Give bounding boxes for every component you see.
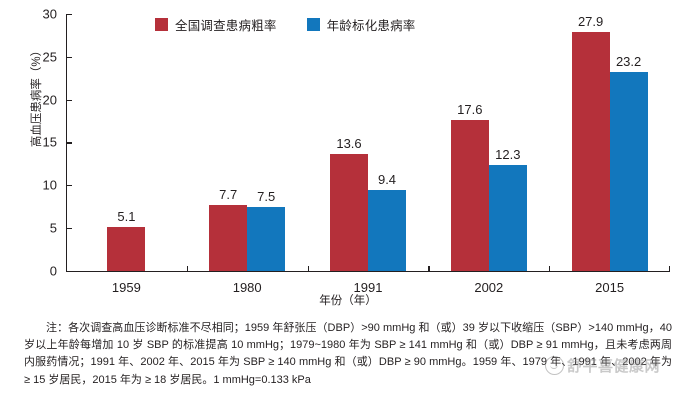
- y-axis-tick-label: 5: [49, 220, 57, 236]
- bar: 7.5: [247, 189, 286, 271]
- x-axis-tick: [549, 266, 551, 272]
- bar-value-label: 12.3: [495, 147, 521, 163]
- bar-value-label: 13.6: [336, 136, 362, 152]
- y-axis-tick-label: 30: [42, 6, 57, 22]
- bar-value-label: 27.9: [577, 13, 604, 29]
- y-axis-tick-label: 25: [42, 49, 57, 65]
- bar: 23.2: [609, 54, 648, 271]
- bar: 9.4: [368, 172, 406, 271]
- y-axis-tick-label: 10: [42, 177, 57, 193]
- bar: 5.1: [107, 209, 146, 271]
- bar-value-label: 9.4: [377, 172, 397, 188]
- chart-footnote: 注：各次调查高血压诊断标准不尽相同；1959 年舒张压（DBP）>90 mmHg…: [24, 320, 672, 389]
- y-axis-tick: [66, 142, 72, 144]
- y-axis-tick: [66, 185, 72, 187]
- legend-label-age-standardized-rate: 年龄标化患病率: [326, 19, 416, 33]
- bar: 7.7: [209, 187, 248, 271]
- x-axis-tick-label: 2002: [474, 280, 504, 295]
- bar-value-label: 5.1: [117, 209, 136, 225]
- y-axis-tick: [66, 99, 72, 101]
- bar-value-label: 7.5: [257, 188, 276, 204]
- x-axis-title: 年份（年）: [319, 295, 377, 307]
- x-axis-line: [66, 270, 670, 272]
- legend-swatch-age-standardized-rate: [306, 18, 320, 31]
- bar-value-label: 23.2: [615, 54, 642, 70]
- y-axis-tick: [66, 270, 72, 272]
- x-axis-tick-label: 1959: [111, 280, 141, 295]
- x-axis-tick-label: 1980: [232, 280, 262, 295]
- y-axis-tick-label: 0: [49, 263, 57, 279]
- x-axis-tick-label: 1991: [353, 280, 383, 295]
- legend-item-age-standardized-rate: 年龄标化患病率: [306, 15, 416, 34]
- x-axis-tick: [186, 266, 189, 272]
- plot-area: 0 5 10 15 20 25 30 1959 1980 1991 2002 2015 5.1 7.7…: [43, 7, 670, 295]
- y-axis-tick-label: 20: [42, 92, 57, 108]
- bar: 27.9: [571, 14, 610, 271]
- legend-swatch-crude-rate: [155, 18, 168, 31]
- bar-value-label: 7.7: [219, 186, 238, 202]
- bar-value-label: 17.6: [457, 102, 483, 118]
- x-axis-tick: [307, 266, 309, 272]
- y-axis-tick-label: 15: [42, 134, 57, 150]
- x-axis-tick-label: 2015: [595, 280, 625, 295]
- bar: 17.6: [450, 102, 489, 271]
- legend-label-crude-rate: 全国调查患病粗率: [175, 19, 277, 33]
- x-axis-tick: [66, 266, 68, 272]
- legend-item-crude-rate: 全国调查患病粗率: [155, 15, 277, 34]
- chart-legend: 全国调查患病粗率 年龄标化患病率: [155, 15, 416, 34]
- chart-container: 全国调查患病粗率 年龄标化患病率 高血压患病率（%） 0 5 10 15 20 25 30 …: [31, 7, 670, 307]
- bar: 13.6: [330, 136, 368, 271]
- bar: 12.3: [488, 147, 527, 271]
- y-axis-tick: [66, 14, 72, 16]
- x-axis-tick: [428, 266, 430, 272]
- y-axis-tick: [66, 227, 72, 230]
- footnote-text: 注：各次调查高血压诊断标准不尽相同；1959 年舒张压（DBP）>90 mmHg…: [24, 322, 672, 386]
- x-axis-tick: [668, 266, 670, 272]
- y-axis-tick: [66, 56, 72, 59]
